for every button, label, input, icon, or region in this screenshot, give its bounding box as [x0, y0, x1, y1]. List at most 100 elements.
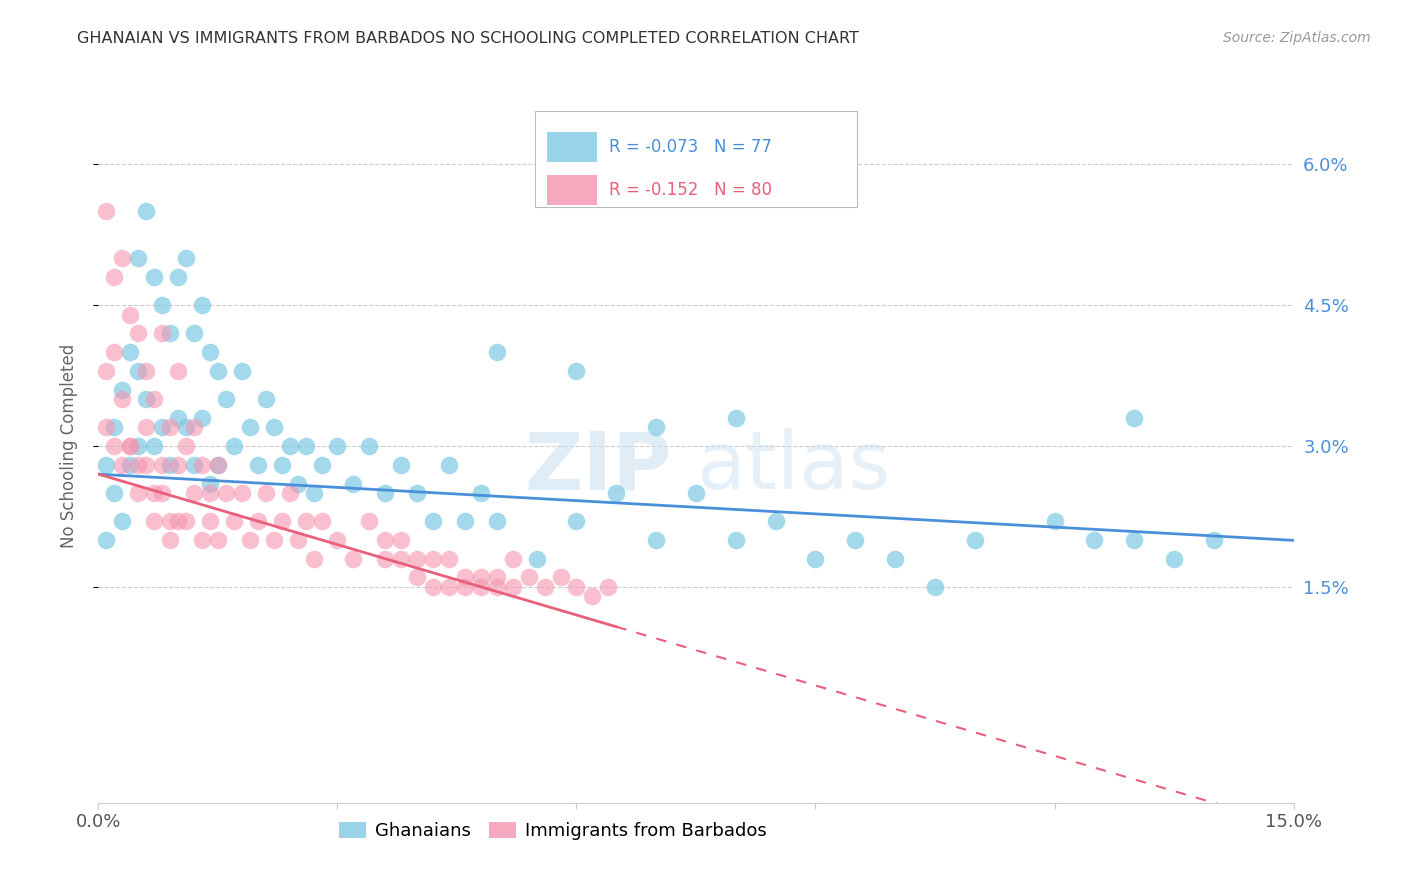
Point — [685, 486, 707, 500]
Point — [198, 345, 221, 359]
Point — [183, 458, 205, 472]
Point — [406, 486, 429, 500]
Point — [1123, 410, 1146, 425]
Point — [135, 364, 157, 378]
Point — [135, 420, 157, 434]
Point — [311, 514, 333, 528]
Point — [724, 410, 747, 425]
Point — [485, 570, 508, 584]
Point — [278, 486, 301, 500]
Point — [1083, 533, 1105, 547]
Point — [167, 410, 190, 425]
Point — [526, 551, 548, 566]
Point — [231, 486, 253, 500]
Point — [246, 514, 269, 528]
Point — [389, 551, 412, 566]
Point — [270, 514, 292, 528]
Point — [183, 420, 205, 434]
Point — [326, 533, 349, 547]
Point — [96, 458, 118, 472]
Point — [207, 364, 229, 378]
Point — [135, 392, 157, 406]
Point — [207, 533, 229, 547]
Point — [159, 514, 181, 528]
Point — [207, 458, 229, 472]
Point — [302, 486, 325, 500]
Point — [174, 420, 197, 434]
Point — [581, 589, 603, 603]
Point — [143, 486, 166, 500]
Point — [111, 458, 134, 472]
Point — [111, 251, 134, 265]
FancyBboxPatch shape — [534, 111, 858, 207]
Point — [135, 458, 157, 472]
Point — [485, 345, 508, 359]
Point — [263, 420, 285, 434]
Point — [422, 514, 444, 528]
Point — [127, 486, 149, 500]
Point — [143, 270, 166, 285]
Text: atlas: atlas — [696, 428, 890, 507]
Point — [326, 439, 349, 453]
Point — [96, 420, 118, 434]
Point — [174, 251, 197, 265]
Point — [103, 345, 125, 359]
Point — [167, 364, 190, 378]
Point — [374, 551, 396, 566]
Point — [111, 383, 134, 397]
Point — [111, 392, 134, 406]
Point — [389, 533, 412, 547]
Point — [437, 551, 460, 566]
Point — [470, 580, 492, 594]
Point — [96, 364, 118, 378]
Point — [231, 364, 253, 378]
Point — [470, 570, 492, 584]
Point — [150, 486, 173, 500]
Point — [565, 580, 588, 594]
Point — [454, 580, 477, 594]
Point — [278, 439, 301, 453]
Point — [191, 298, 214, 312]
Point — [167, 270, 190, 285]
Point — [342, 551, 364, 566]
Point — [502, 580, 524, 594]
Point — [239, 420, 262, 434]
Point — [533, 580, 555, 594]
Point — [103, 486, 125, 500]
Point — [254, 486, 277, 500]
Point — [198, 514, 221, 528]
Point — [422, 580, 444, 594]
Point — [120, 439, 142, 453]
Point — [143, 514, 166, 528]
Point — [605, 486, 627, 500]
Point — [645, 420, 668, 434]
Point — [294, 439, 316, 453]
Point — [215, 392, 238, 406]
Text: Source: ZipAtlas.com: Source: ZipAtlas.com — [1223, 31, 1371, 45]
Y-axis label: No Schooling Completed: No Schooling Completed — [59, 344, 77, 548]
Point — [270, 458, 292, 472]
FancyBboxPatch shape — [547, 132, 596, 162]
Point — [1043, 514, 1066, 528]
Point — [191, 410, 214, 425]
Point — [924, 580, 946, 594]
Point — [135, 204, 157, 219]
Point — [120, 458, 142, 472]
Point — [120, 308, 142, 322]
Point — [103, 270, 125, 285]
Point — [150, 326, 173, 341]
Point — [374, 533, 396, 547]
Point — [342, 476, 364, 491]
Point — [565, 364, 588, 378]
Point — [884, 551, 907, 566]
Point — [485, 580, 508, 594]
Point — [246, 458, 269, 472]
Point — [294, 514, 316, 528]
Point — [222, 439, 245, 453]
Point — [502, 551, 524, 566]
Text: GHANAIAN VS IMMIGRANTS FROM BARBADOS NO SCHOOLING COMPLETED CORRELATION CHART: GHANAIAN VS IMMIGRANTS FROM BARBADOS NO … — [77, 31, 859, 46]
Point — [96, 204, 118, 219]
Point — [550, 570, 572, 584]
Point — [159, 420, 181, 434]
Point — [359, 439, 381, 453]
